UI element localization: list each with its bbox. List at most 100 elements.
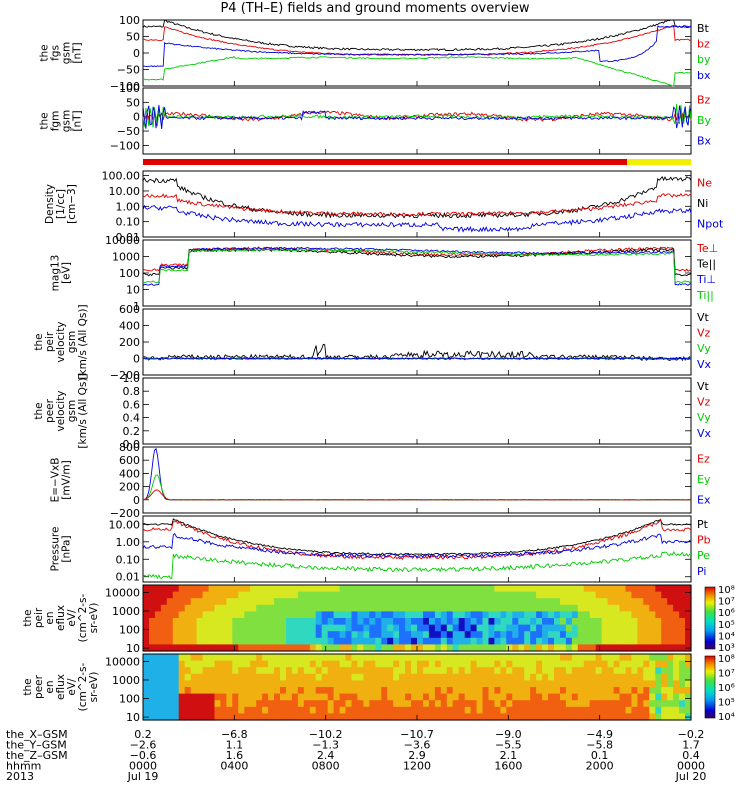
spectrogram-cell xyxy=(488,604,496,612)
spectrogram-cell xyxy=(464,700,472,708)
series-line-Te⊥ xyxy=(142,246,692,272)
spectrogram-cell xyxy=(434,598,442,606)
spectrogram-cell xyxy=(476,654,484,662)
spectrogram-cell xyxy=(595,667,603,675)
spectrogram-cell xyxy=(357,637,364,645)
spectrogram-cell xyxy=(297,631,305,639)
spectrogram-cell xyxy=(345,660,353,668)
spectrogram-cell xyxy=(494,585,501,593)
spectrogram-cell xyxy=(327,631,335,639)
spectrogram-cell xyxy=(613,611,621,619)
spectrogram-cell xyxy=(423,680,430,688)
spectrogram-cell xyxy=(649,654,656,662)
spectrogram-cell xyxy=(565,673,573,681)
spectrogram-cell xyxy=(351,713,359,721)
spectrogram-cell xyxy=(417,618,424,626)
spectrogram-cell xyxy=(232,713,239,721)
spectrogram-cell xyxy=(500,644,507,652)
x-row-label: 2013 xyxy=(6,770,34,783)
spectrogram-cell xyxy=(154,618,162,626)
spectrogram-cell xyxy=(440,700,448,708)
spectrogram-cell xyxy=(363,585,370,593)
spectrogram-cell xyxy=(482,687,490,695)
spectrogram-cell xyxy=(673,637,680,645)
spectrogram-cell xyxy=(154,673,162,681)
spectrogram-cell xyxy=(452,706,460,714)
spectrogram-cell xyxy=(321,618,329,626)
spectrogram-cell xyxy=(548,713,555,721)
spectrogram-cell xyxy=(250,700,257,708)
spectrogram-cell xyxy=(667,598,674,606)
x-tick-label: −1.3 xyxy=(312,739,339,752)
spectrogram-cell xyxy=(607,624,615,632)
spectrogram-cell xyxy=(286,687,293,695)
spectrogram-cell xyxy=(446,713,454,721)
spectrogram-cell xyxy=(554,654,561,662)
spectrogram-cell xyxy=(274,631,281,639)
spectrogram-cell xyxy=(667,591,674,599)
x-tick-label: 1200 xyxy=(403,760,431,773)
spectrogram-cell xyxy=(524,673,531,681)
spectrogram-cell xyxy=(208,604,216,612)
spectrogram-cell xyxy=(309,618,317,626)
spectrogram-cell xyxy=(184,637,192,645)
spectrogram-cell xyxy=(339,644,347,652)
spectrogram-cell xyxy=(524,624,531,632)
spectrogram-cell xyxy=(631,667,638,675)
spectrogram-cell xyxy=(637,624,644,632)
spectrogram-cell xyxy=(685,611,692,619)
spectrogram-cell xyxy=(482,611,490,619)
spectrogram-cell xyxy=(601,611,609,619)
spectrogram-cell xyxy=(524,598,531,606)
y-tick-label: 10 xyxy=(126,284,140,297)
spectrogram-cell xyxy=(452,585,460,593)
x-tick-label: 1.1 xyxy=(226,739,244,752)
legend-label-Vz: Vz xyxy=(697,327,711,340)
spectrogram-cell xyxy=(393,667,400,675)
spectrogram-cell xyxy=(256,631,263,639)
spectrogram-cell xyxy=(357,660,364,668)
spectrogram-cell xyxy=(464,591,472,599)
spectrogram-cell xyxy=(488,624,496,632)
spectrogram-cell xyxy=(464,713,472,721)
spectrogram-cell xyxy=(411,611,418,619)
spectrogram-cell xyxy=(280,687,287,695)
spectrogram-cell xyxy=(524,611,531,619)
spectrogram-cell xyxy=(667,660,674,668)
spectrogram-cell xyxy=(178,693,186,701)
spectrogram-cell xyxy=(327,687,335,695)
spectrogram-cell xyxy=(208,624,216,632)
series-line-Ez xyxy=(142,489,691,501)
spectrogram-cell xyxy=(440,631,448,639)
legend-label-bx: bx xyxy=(697,69,711,82)
spectrogram-cell xyxy=(327,680,335,688)
spectrogram-cell xyxy=(375,591,382,599)
spectrogram-cell xyxy=(226,624,233,632)
colorbar xyxy=(704,655,716,719)
y-tick-label: 10000 xyxy=(105,234,140,247)
spectrogram-cell xyxy=(345,644,353,652)
spectrogram-cell xyxy=(494,680,501,688)
spectrogram-cell xyxy=(560,693,567,701)
spectrogram-cell xyxy=(280,631,287,639)
series-line-bx xyxy=(142,25,692,68)
spectrogram-cell xyxy=(232,644,239,652)
spectrogram-cell xyxy=(589,706,597,714)
spectrogram-cell xyxy=(160,624,168,632)
spectrogram-cell xyxy=(643,713,650,721)
spectrogram-cell xyxy=(274,624,281,632)
spectrogram-cell xyxy=(369,644,376,652)
spectrogram-cell xyxy=(470,585,478,593)
spectrogram-cell xyxy=(268,644,275,652)
spectrogram-cell xyxy=(238,673,245,681)
spectrogram-cell xyxy=(327,611,335,619)
spectrogram-cell xyxy=(464,654,472,662)
spectrogram-cell xyxy=(476,713,484,721)
spectrogram-cell xyxy=(143,598,150,606)
spectrogram-cell xyxy=(637,654,644,662)
spectrogram-cell xyxy=(560,673,567,681)
colorbar-tick-label: 10⁶ xyxy=(718,608,735,619)
y-tick-label: 0.10 xyxy=(116,216,141,229)
spectrogram-cell xyxy=(583,706,591,714)
spectrogram-cell xyxy=(333,700,341,708)
